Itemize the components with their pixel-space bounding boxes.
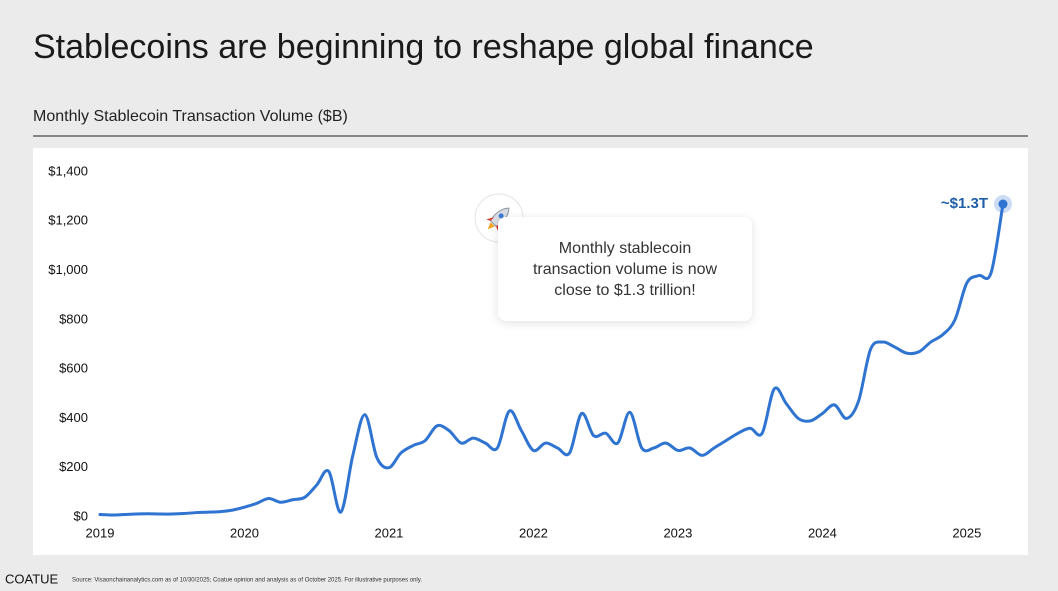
y-tick-label: $400 [59, 410, 88, 425]
x-tick-label: 2025 [952, 525, 981, 540]
end-label: ~$1.3T [941, 195, 988, 212]
line [98, 202, 1005, 517]
x-tick-label: 2023 [663, 525, 692, 540]
y-tick-label: $1,400 [48, 163, 88, 178]
x-tick-label: 2019 [86, 525, 115, 540]
y-tick-label: $0 [74, 508, 88, 523]
x-tick-label: 2024 [808, 525, 837, 540]
chart-subtitle: Monthly Stablecoin Transaction Volume ($… [33, 108, 348, 125]
y-tick-label: $600 [59, 361, 88, 376]
y-tick-label: $200 [59, 459, 88, 474]
x-tick-label: 2021 [374, 525, 403, 540]
chart-title: Stablecoins are beginning to reshape glo… [33, 28, 814, 66]
brand: COATUE [5, 571, 59, 586]
source-note: Source: Visaonchainanalytics.com as of 1… [72, 578, 422, 584]
plot-panel [33, 148, 1028, 555]
x-tick-label: 2020 [230, 525, 259, 540]
y-tick-label: $1,000 [48, 262, 88, 277]
x-tick-label: 2022 [519, 525, 548, 540]
y-tick-label: $1,200 [48, 213, 88, 228]
y-tick-label: $800 [59, 311, 88, 326]
end-point [998, 199, 1008, 209]
annotation: Monthly stablecoin transaction volume is… [498, 217, 752, 321]
